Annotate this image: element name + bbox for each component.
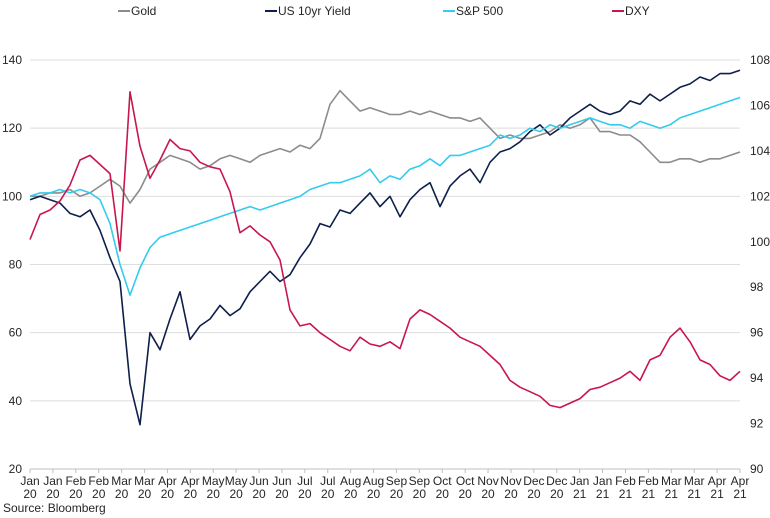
right-y-tick-label: 106: [750, 98, 770, 112]
x-tick-label-month: Feb: [65, 474, 86, 488]
x-tick-label-month: Feb: [638, 474, 659, 488]
x-tick-label-month: Aug: [340, 474, 361, 488]
x-tick-label-month: Apr: [158, 474, 177, 488]
x-tick-label-year: 20: [550, 487, 564, 501]
left-y-tick-label: 40: [9, 394, 23, 408]
x-tick-label-month: Feb: [615, 474, 636, 488]
x-tick-label-month: Feb: [88, 474, 109, 488]
x-tick-label-year: 20: [367, 487, 381, 501]
x-tick-label-month: Mar: [134, 474, 155, 488]
x-tick-label-year: 21: [665, 487, 679, 501]
legend-label: S&P 500: [456, 4, 503, 18]
legend-label: Gold: [131, 4, 156, 18]
x-tick-label-month: Mar: [111, 474, 132, 488]
x-tick-label-year: 20: [527, 487, 541, 501]
series-line-dxy: [29, 91, 741, 409]
x-tick-label-year: 20: [458, 487, 472, 501]
legend-label: DXY: [625, 4, 650, 18]
x-tick-label-month: Dec: [523, 474, 544, 488]
x-tick-label-month: Jul: [320, 474, 335, 488]
x-tick-label-year: 20: [115, 487, 129, 501]
x-axis: Jan20Jan20Feb20Feb20Mar20Mar20Apr20Apr20…: [20, 468, 750, 501]
x-tick-label-month: Jan: [20, 474, 39, 488]
x-tick-label-year: 20: [275, 487, 289, 501]
series-line-us-10yr-yield: [29, 69, 741, 426]
left-y-tick-label: 20: [9, 462, 23, 476]
x-tick-label-month: May: [225, 474, 248, 488]
right-y-tick-label: 94: [750, 371, 764, 385]
left-y-axis: 20 40 60 80 100 120 140: [2, 53, 22, 476]
right-y-tick-label: 104: [750, 144, 770, 158]
x-tick-label-month: Mar: [661, 474, 682, 488]
legend-label: US 10yr Yield: [278, 4, 351, 18]
x-tick-label-year: 20: [481, 487, 495, 501]
x-tick-label-year: 20: [161, 487, 175, 501]
x-tick-label-month: Jul: [297, 474, 312, 488]
right-y-tick-label: 100: [750, 235, 770, 249]
right-y-tick-label: 108: [750, 53, 770, 67]
x-tick-label-year: 20: [184, 487, 198, 501]
x-tick-label-year: 20: [229, 487, 243, 501]
x-tick-label-year: 20: [344, 487, 358, 501]
x-tick-label-year: 20: [23, 487, 37, 501]
right-y-axis: 90 92 94 96 98 100 102 104 106 108: [750, 53, 770, 476]
x-tick-label-month: Oct: [433, 474, 452, 488]
left-y-tick-label: 60: [9, 326, 23, 340]
x-tick-label-year: 21: [688, 487, 702, 501]
x-tick-label-year: 20: [46, 487, 60, 501]
left-y-tick-label: 120: [2, 121, 22, 135]
x-tick-label-month: May: [202, 474, 225, 488]
x-tick-label-month: Sep: [386, 474, 408, 488]
left-y-tick-label: 140: [2, 53, 22, 67]
series-lines: [29, 69, 741, 426]
x-tick-label-month: Nov: [477, 474, 498, 488]
x-tick-label-year: 21: [596, 487, 610, 501]
x-tick-label-month: Jan: [43, 474, 62, 488]
x-tick-label-month: Jan: [570, 474, 589, 488]
x-tick-label-year: 20: [92, 487, 106, 501]
x-tick-label-year: 20: [138, 487, 152, 501]
x-tick-label-month: Apr: [731, 474, 750, 488]
right-y-tick-label: 102: [750, 189, 770, 203]
series-line-s-p-500: [29, 96, 741, 297]
right-y-tick-label: 98: [750, 280, 764, 294]
x-tick-label-year: 20: [69, 487, 83, 501]
x-tick-label-year: 21: [733, 487, 747, 501]
legend: Gold US 10yr Yield S&P 500 DXY: [118, 4, 650, 18]
x-tick-label-year: 21: [710, 487, 724, 501]
left-y-tick-label: 80: [9, 258, 23, 272]
x-tick-label-month: Mar: [684, 474, 705, 488]
right-y-tick-label: 90: [750, 462, 764, 476]
right-y-tick-label: 92: [750, 417, 764, 431]
x-tick-label-year: 20: [436, 487, 450, 501]
x-tick-label-month: Apr: [181, 474, 200, 488]
x-tick-label-year: 20: [298, 487, 312, 501]
x-tick-label-year: 20: [413, 487, 427, 501]
x-tick-label-month: Jun: [272, 474, 291, 488]
x-tick-label-year: 20: [321, 487, 335, 501]
x-tick-label-month: Dec: [546, 474, 567, 488]
x-tick-label-year: 21: [642, 487, 656, 501]
x-tick-label-month: Sep: [409, 474, 431, 488]
x-tick-label-month: Oct: [456, 474, 475, 488]
x-tick-label-year: 20: [504, 487, 518, 501]
x-tick-label-year: 21: [573, 487, 587, 501]
x-tick-label-year: 21: [619, 487, 633, 501]
x-tick-label-year: 20: [207, 487, 221, 501]
x-tick-label-month: Aug: [363, 474, 384, 488]
source-note: Source: Bloomberg: [3, 501, 106, 515]
gridlines: [30, 59, 740, 470]
x-tick-label-month: Nov: [500, 474, 521, 488]
x-tick-label-year: 20: [390, 487, 404, 501]
left-y-tick-label: 100: [2, 189, 22, 203]
x-tick-label-month: Jun: [249, 474, 268, 488]
series-line-gold: [30, 89, 741, 204]
right-y-tick-label: 96: [750, 326, 764, 340]
x-tick-label-month: Jan: [593, 474, 612, 488]
x-tick-label-month: Apr: [708, 474, 727, 488]
x-tick-label-year: 20: [252, 487, 266, 501]
